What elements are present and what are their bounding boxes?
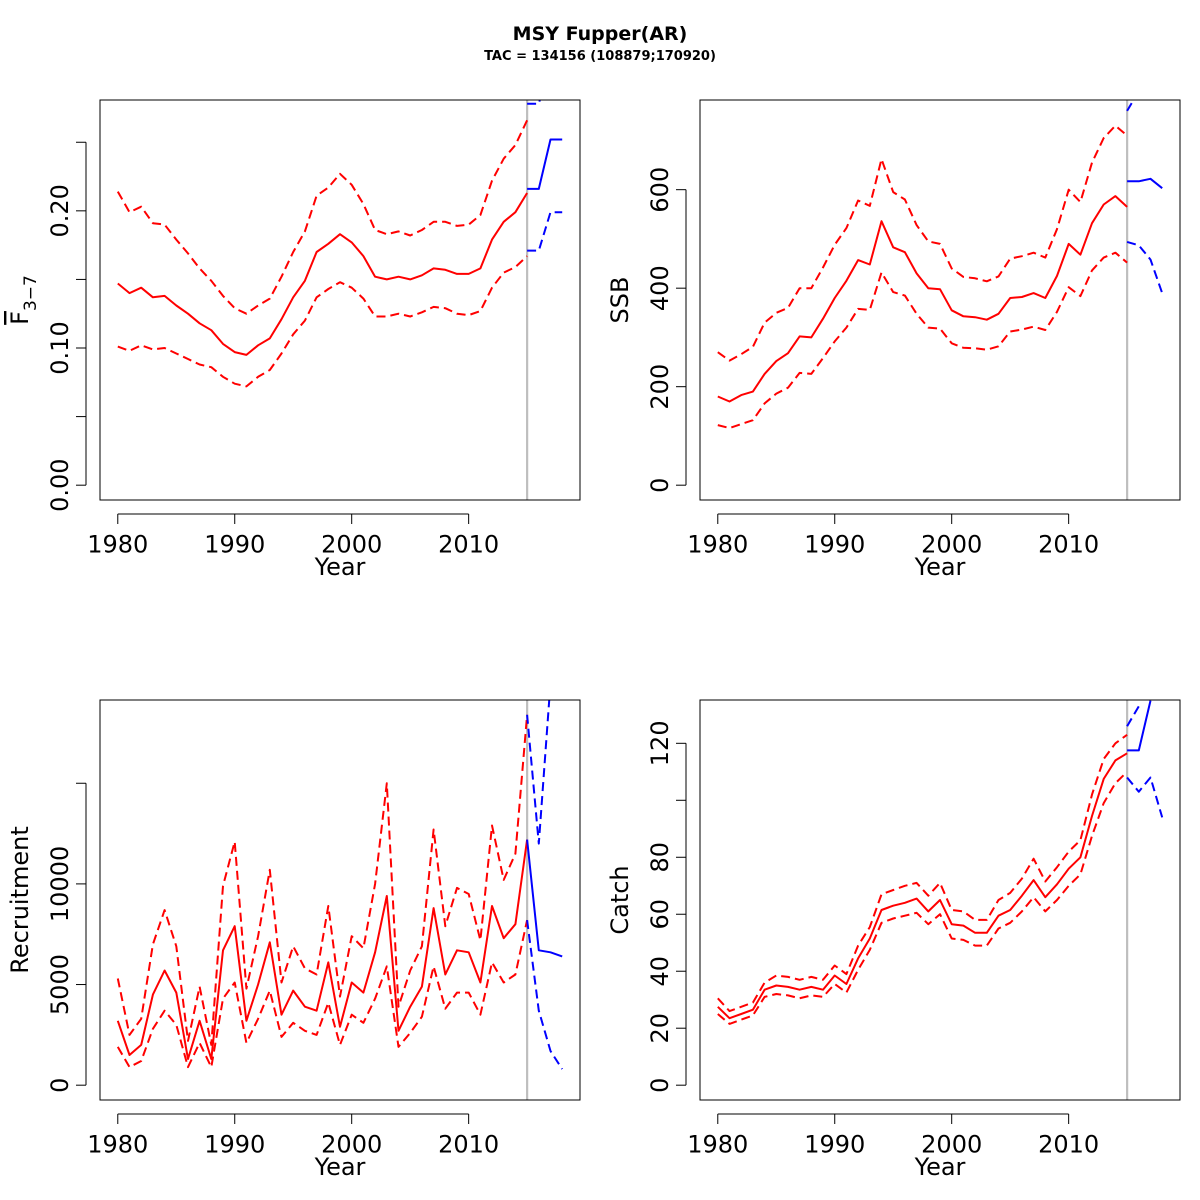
x-axis: 1980 1990 2000 2010 Year: [87, 513, 499, 581]
series-group: [116, 100, 563, 388]
y-axis-title: SSB: [606, 277, 634, 324]
series-upper-line: [116, 714, 529, 1046]
y-axis-title-main: Recruitment: [6, 826, 34, 973]
series-lower-line: [117, 255, 528, 388]
panels: 1980 1990 2000 2010Year0.000.100.20F3−71980…: [6, 99, 1181, 1181]
y-axis-title-main: F: [6, 311, 34, 325]
panel-recruitment: 1980 1990 2000 2010 Year 0 5000 10000 Recruitmen…: [6, 699, 581, 1181]
x-tick-label: 1980: [687, 531, 748, 559]
y-tick-label: 200: [646, 364, 674, 410]
series-forecast-upper-line: [1126, 100, 1135, 112]
series-forecast-line: [526, 839, 563, 958]
panel-catch: 1980 1990 2000 2010 Year 0 20 40 60 80 120 Catch: [606, 699, 1181, 1181]
plot-frame: [99, 699, 581, 1101]
plot-frame: [699, 699, 1181, 1101]
x-tick-label: 1980: [87, 1131, 148, 1159]
y-tick-label: 0.20: [46, 184, 74, 237]
y-tick-label: 20: [646, 1013, 674, 1044]
x-tick-label: 2010: [1038, 531, 1099, 559]
series-forecast-upper-line: [526, 700, 551, 845]
x-axis: 1980 1990 2000 2010 Year: [87, 1113, 499, 1181]
y-tick-label: 40: [646, 956, 674, 987]
x-axis-title: Year: [914, 1153, 966, 1181]
series-estimate-line: [117, 192, 528, 356]
y-tick-label: 0.00: [46, 458, 74, 511]
x-tick-label: 2000: [321, 1131, 382, 1159]
y-tick-label: 400: [646, 265, 674, 311]
y-tick-label: 10000: [46, 846, 74, 922]
figure-title: MSY Fupper(AR): [513, 23, 688, 45]
series-lower-line: [717, 251, 1128, 430]
x-tick-label: 1980: [87, 531, 148, 559]
x-axis-title: Year: [314, 1153, 366, 1181]
x-tick-label: 1990: [804, 531, 865, 559]
panel-fbar: 1980 1990 2000 2010 Year 0.00 0.10 0.20 F3−7: [6, 99, 581, 581]
y-axis: 0 200 400 600 SSB: [606, 167, 687, 493]
y-axis: 0 20 40 60 80 120 Catch: [606, 720, 687, 1093]
plot-frame: [99, 99, 581, 501]
series-upper-line: [116, 119, 529, 315]
x-axis-title: Year: [314, 553, 366, 581]
panel-ssb: 1980 1990 2000 2010 Year 0 200 400 600 SSB: [606, 99, 1181, 581]
x-tick-label: 1990: [804, 1131, 865, 1159]
series-estimate-line: [717, 195, 1128, 403]
series-group: [116, 700, 564, 1070]
y-axis-title-main: SSB: [606, 277, 634, 324]
y-tick-label: 80: [646, 842, 674, 873]
series-forecast-line: [1127, 177, 1163, 189]
y-axis-title: Catch: [606, 865, 634, 934]
x-tick-label: 2000: [321, 531, 382, 559]
series-forecast-upper-line: [527, 100, 541, 105]
series-group: [717, 100, 1164, 430]
series-forecast-line: [1127, 700, 1152, 752]
y-tick-label: 600: [646, 167, 674, 213]
series-forecast-upper-line: [1126, 705, 1140, 727]
x-tick-label: 2010: [438, 1131, 499, 1159]
x-axis-title: Year: [914, 553, 966, 581]
y-tick-label: 0: [46, 1078, 74, 1093]
series-forecast-lower-line: [527, 211, 563, 252]
plot-frame: [699, 99, 1181, 501]
y-tick-label: 0.10: [46, 321, 74, 374]
y-axis-title-main: Catch: [606, 865, 634, 934]
series-group: [717, 700, 1164, 1025]
y-tick-label: 120: [646, 720, 674, 766]
y-axis-title-subscript: 3−7: [21, 275, 41, 311]
x-axis: 1980 1990 2000 2010 Year: [687, 1113, 1099, 1181]
series-forecast-lower-line: [1126, 240, 1164, 294]
y-axis: 0 5000 10000 Recruitment: [6, 782, 87, 1093]
y-axis-title: F3−7: [6, 275, 41, 325]
y-axis: 0.00 0.10 0.20 F3−7: [6, 141, 87, 512]
figure-subtitle: TAC = 134156 (108879;170920): [484, 49, 716, 64]
series-upper-line: [717, 124, 1128, 362]
x-tick-label: 2000: [921, 531, 982, 559]
series-lower-line: [717, 771, 1128, 1025]
series-estimate-line: [116, 839, 529, 1060]
x-tick-label: 1990: [204, 531, 265, 559]
series-forecast-lower-line: [1126, 776, 1164, 818]
y-tick-label: 0: [646, 1078, 674, 1093]
series-forecast-lower-line: [526, 919, 564, 1070]
x-tick-label: 2000: [921, 1131, 982, 1159]
y-tick-label: 0: [646, 478, 674, 493]
x-tick-label: 2010: [438, 531, 499, 559]
y-axis-title: Recruitment: [6, 826, 34, 973]
y-tick-label: 60: [646, 899, 674, 930]
x-tick-label: 1990: [204, 1131, 265, 1159]
x-tick-label: 1980: [687, 1131, 748, 1159]
series-upper-line: [717, 733, 1128, 1013]
series-lower-line: [116, 919, 529, 1069]
x-axis: 1980 1990 2000 2010 Year: [687, 513, 1099, 581]
series-forecast-line: [527, 138, 563, 190]
y-tick-label: 5000: [46, 954, 74, 1015]
x-tick-label: 2010: [1038, 1131, 1099, 1159]
series-estimate-line: [717, 752, 1128, 1020]
